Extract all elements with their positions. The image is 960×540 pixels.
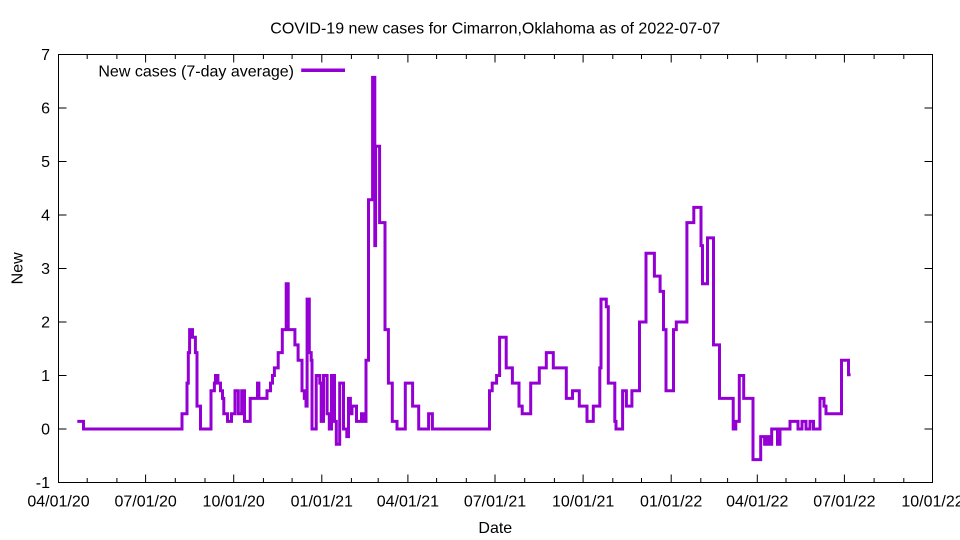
svg-text:4: 4 — [41, 208, 50, 225]
svg-text:10/01/20: 10/01/20 — [203, 493, 265, 510]
svg-text:10/01/22: 10/01/22 — [901, 493, 960, 510]
svg-text:COVID-19 new cases for Cimarro: COVID-19 new cases for Cimarron,Oklahoma… — [270, 21, 720, 38]
svg-text:6: 6 — [41, 101, 50, 118]
svg-text:-1: -1 — [36, 475, 50, 492]
svg-text:01/01/22: 01/01/22 — [640, 493, 702, 510]
svg-text:07/01/21: 07/01/21 — [464, 493, 526, 510]
svg-text:New: New — [10, 252, 27, 284]
svg-text:5: 5 — [41, 154, 50, 171]
svg-text:Date: Date — [478, 520, 512, 537]
svg-text:7: 7 — [41, 47, 50, 64]
svg-text:3: 3 — [41, 261, 50, 278]
svg-text:04/01/20: 04/01/20 — [27, 493, 89, 510]
svg-text:07/01/20: 07/01/20 — [114, 493, 176, 510]
svg-text:0: 0 — [41, 422, 50, 439]
svg-text:1: 1 — [41, 368, 50, 385]
svg-text:New cases (7-day average): New cases (7-day average) — [98, 63, 294, 80]
svg-text:01/01/21: 01/01/21 — [291, 493, 353, 510]
svg-text:10/01/21: 10/01/21 — [552, 493, 614, 510]
svg-text:2: 2 — [41, 315, 50, 332]
svg-text:07/01/22: 07/01/22 — [813, 493, 875, 510]
svg-text:04/01/21: 04/01/21 — [377, 493, 439, 510]
svg-text:04/01/22: 04/01/22 — [726, 493, 788, 510]
